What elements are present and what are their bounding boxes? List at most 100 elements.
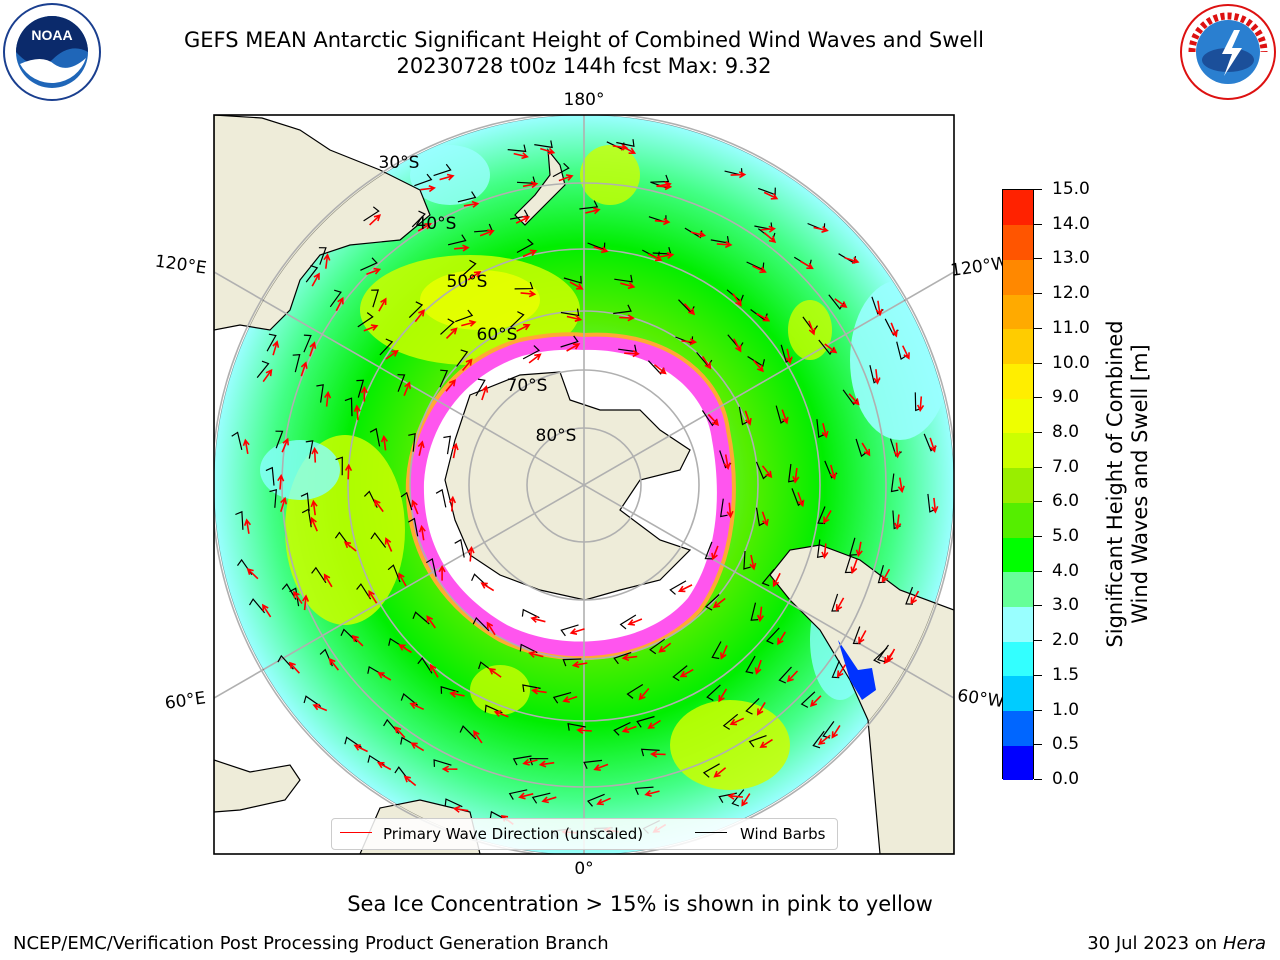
credit-left: NCEP/EMC/Verification Post Processing Pr… bbox=[13, 933, 609, 954]
wave-direction-arrow bbox=[528, 650, 544, 658]
colorbar-tick-label: 6.0 bbox=[1052, 491, 1080, 512]
wave-direction-arrow bbox=[301, 594, 310, 611]
wind-barb bbox=[562, 658, 582, 667]
wave-direction-arrow bbox=[808, 320, 816, 336]
wind-barb bbox=[510, 311, 525, 328]
wind-barb bbox=[890, 473, 899, 493]
lat-label-70s: 70°S bbox=[507, 376, 548, 396]
wave-direction-arrow bbox=[619, 314, 635, 322]
wave-direction-arrow bbox=[242, 438, 250, 455]
wind-barb bbox=[266, 333, 277, 352]
wind-barb bbox=[318, 247, 327, 265]
wave-direction-arrow bbox=[593, 763, 609, 771]
wind-barb bbox=[303, 695, 322, 707]
colorbar-segment bbox=[1003, 363, 1033, 399]
wind-barb bbox=[256, 360, 270, 378]
wind-barb bbox=[433, 759, 452, 767]
wind-barb bbox=[842, 389, 859, 406]
colorbar-tick-label: 10.0 bbox=[1052, 352, 1090, 373]
colorbar-tick bbox=[1034, 501, 1042, 503]
wave-direction-arrow bbox=[452, 805, 469, 813]
wind-barb bbox=[356, 379, 365, 398]
credit-date: 30 Jul 2023 on bbox=[1087, 933, 1223, 954]
wave-direction-arrow bbox=[467, 545, 475, 562]
wave-direction-arrow bbox=[821, 543, 829, 560]
wind-barb bbox=[567, 722, 586, 731]
wave-direction-arrow bbox=[658, 251, 675, 260]
wind-barb bbox=[552, 162, 570, 178]
wave-direction-arrow bbox=[713, 767, 727, 778]
wave-direction-arrow bbox=[593, 246, 609, 254]
wave-direction-arrow bbox=[711, 545, 719, 561]
high-wave-zone bbox=[470, 665, 530, 715]
wave-direction-arrow bbox=[344, 463, 353, 480]
colorbar-tick-label: 4.0 bbox=[1052, 560, 1080, 581]
wave-direction-arrow bbox=[823, 510, 832, 525]
wind-barb bbox=[649, 638, 666, 655]
map-legend: Primary Wave Direction (unscaled) Wind B… bbox=[331, 818, 838, 850]
wave-direction-arrow bbox=[732, 293, 742, 307]
wind-barb bbox=[454, 538, 465, 558]
wind-barb bbox=[552, 692, 572, 704]
wave-direction-arrow bbox=[323, 573, 333, 588]
wave-direction-arrow bbox=[844, 256, 860, 264]
wave-direction-arrow bbox=[763, 232, 777, 243]
wind-barb bbox=[311, 566, 327, 584]
colorbar-segment bbox=[1003, 224, 1033, 260]
wave-direction-arrow bbox=[351, 634, 364, 647]
wave-direction-arrow bbox=[380, 434, 388, 451]
wind-barb bbox=[877, 565, 886, 584]
wave-direction-arrow bbox=[813, 225, 829, 233]
colorbar-segment bbox=[1003, 259, 1033, 295]
wave-direction-arrow bbox=[817, 734, 831, 746]
wind-barb bbox=[747, 355, 765, 368]
wind-barb bbox=[301, 508, 312, 528]
wind-barb bbox=[514, 281, 534, 290]
wind-barb bbox=[360, 257, 378, 271]
colorbar-tick bbox=[1034, 327, 1042, 329]
lon-label-0: 0° bbox=[574, 859, 593, 879]
wave-direction-arrow bbox=[363, 324, 379, 332]
wave-direction-arrow bbox=[562, 695, 578, 703]
wind-barb bbox=[408, 517, 419, 537]
wind-barb bbox=[640, 748, 660, 757]
wind-barb bbox=[305, 265, 319, 283]
wind-barb bbox=[765, 627, 780, 645]
wind-barb bbox=[669, 580, 687, 595]
wind-barb bbox=[702, 763, 720, 778]
colorbar-tick bbox=[1034, 397, 1042, 399]
wave-direction-arrow bbox=[368, 589, 378, 604]
wind-barb bbox=[433, 163, 452, 177]
colorbar-tick-label: 5.0 bbox=[1052, 526, 1080, 547]
vector-layer bbox=[231, 139, 939, 838]
wave-direction-swatch bbox=[340, 832, 372, 833]
wave-direction-arrow bbox=[707, 413, 720, 426]
wave-direction-arrow bbox=[887, 648, 896, 663]
wind-barb bbox=[706, 684, 721, 702]
wave-direction-arrow bbox=[850, 559, 858, 575]
wave-direction-arrow bbox=[451, 442, 459, 459]
wave-direction-arrow bbox=[752, 359, 764, 373]
wave-direction-arrow bbox=[538, 760, 555, 768]
wind-barb bbox=[613, 651, 632, 665]
wind-barb bbox=[817, 506, 826, 525]
colorbar-tick-label: 0.5 bbox=[1052, 734, 1080, 755]
wind-barb bbox=[534, 140, 553, 149]
wind-barb bbox=[704, 541, 713, 560]
wave-direction-arrow bbox=[522, 758, 538, 766]
colorbar-tick-label: 11.0 bbox=[1052, 317, 1090, 338]
wind-barb bbox=[275, 430, 284, 449]
wind-barb bbox=[519, 643, 538, 654]
wind-barb bbox=[748, 735, 767, 748]
wave-direction-arrow bbox=[272, 340, 280, 356]
wave-direction-arrow bbox=[309, 341, 317, 357]
wave-direction-arrow bbox=[730, 171, 747, 179]
wave-direction-arrow bbox=[647, 719, 661, 729]
wave-direction-arrow bbox=[479, 229, 495, 237]
wave-direction-arrow bbox=[441, 765, 458, 773]
wind-barb bbox=[329, 289, 342, 308]
wave-direction-arrow bbox=[821, 423, 829, 439]
wind-barb bbox=[440, 685, 459, 694]
wave-direction-arrow bbox=[323, 253, 331, 269]
